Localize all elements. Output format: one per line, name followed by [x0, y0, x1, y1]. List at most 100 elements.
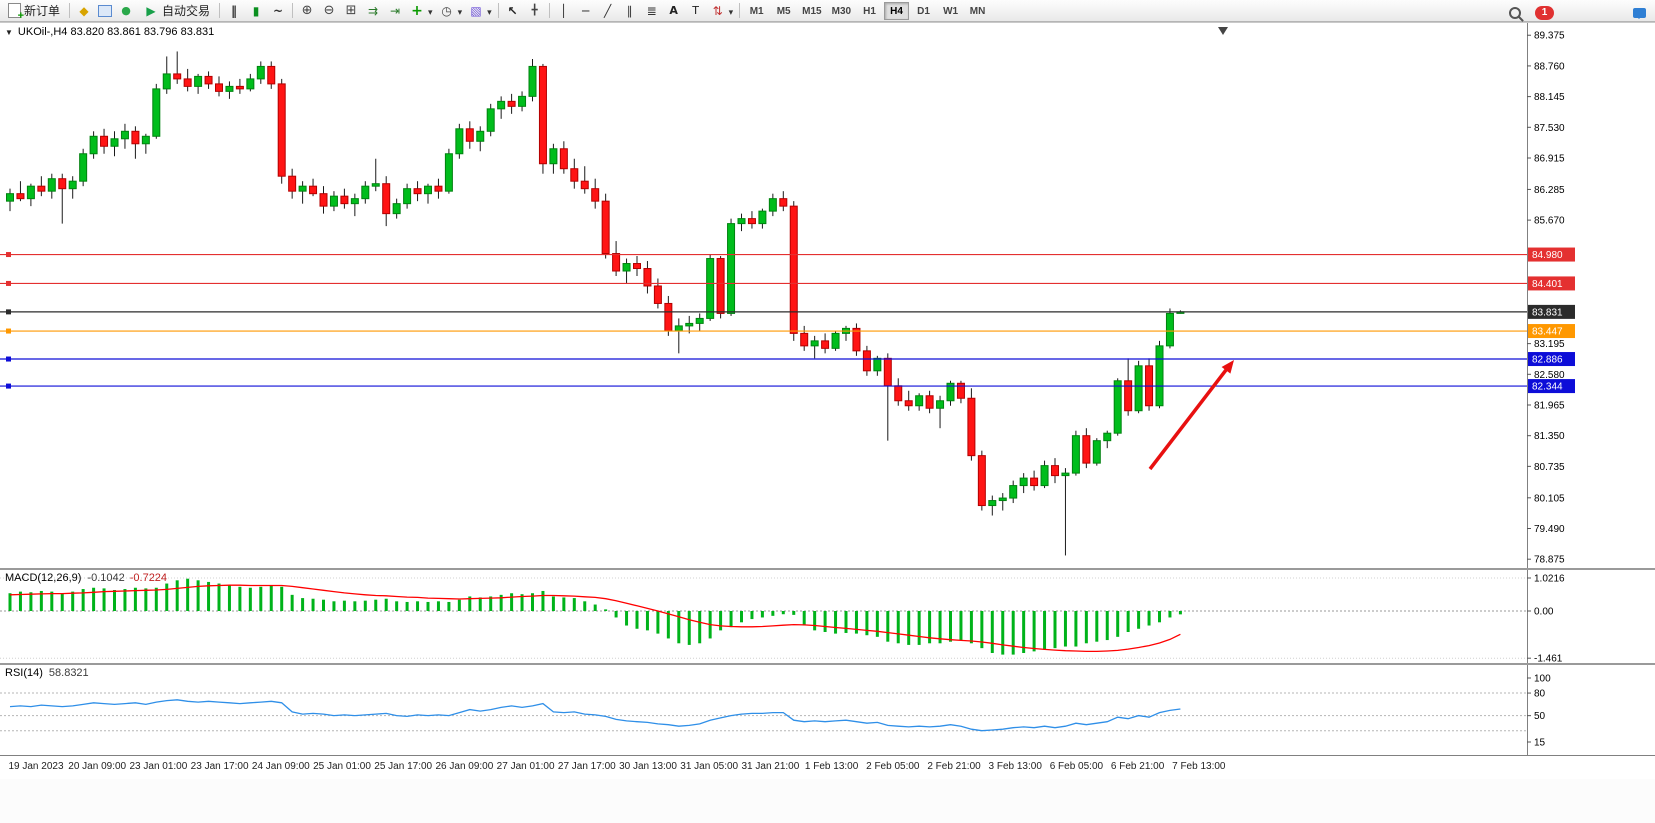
- cursor-icon: [505, 3, 521, 19]
- timeframe-d1[interactable]: D1: [911, 2, 936, 20]
- text-label-icon: [688, 3, 704, 19]
- zoom-in-icon: [299, 3, 315, 19]
- rsi-chart: 100 80 50 15: [0, 665, 1551, 755]
- new-chart-button[interactable]: [73, 1, 95, 21]
- time-axis-label: 6 Feb 21:00: [1110, 761, 1165, 772]
- chevron-down-icon: [428, 4, 433, 18]
- periods-button[interactable]: [436, 1, 466, 21]
- time-axis-label: 7 Feb 13:00: [1172, 761, 1226, 772]
- fibonacci-button[interactable]: [641, 1, 663, 21]
- auto-trading-icon: [143, 3, 159, 19]
- zoom-out-icon: [321, 3, 337, 19]
- timeframe-mn[interactable]: MN: [965, 2, 990, 20]
- svg-text:78.875: 78.875: [1534, 555, 1565, 566]
- auto-trading-button[interactable]: 自动交易: [137, 1, 216, 21]
- svg-text:15: 15: [1534, 738, 1546, 749]
- text-button[interactable]: [663, 1, 685, 21]
- candlestick-icon: [248, 3, 264, 19]
- bar-chart-icon: [226, 3, 242, 19]
- svg-text:89.375: 89.375: [1534, 31, 1565, 42]
- svg-text:82.344: 82.344: [1532, 382, 1563, 393]
- chart-shift-marker[interactable]: [1218, 27, 1228, 35]
- crosshair-button[interactable]: [524, 1, 546, 21]
- line-chart-button[interactable]: [267, 1, 289, 21]
- hline-handle[interactable]: [6, 356, 11, 362]
- macd-axis-labels: 1.0216 0.00 -1.461: [1527, 574, 1565, 663]
- toolbar-separator: [739, 3, 741, 18]
- timeframe-m1[interactable]: M1: [744, 2, 769, 20]
- navigator-button[interactable]: [115, 1, 137, 21]
- candlestick-chart-button[interactable]: [245, 1, 267, 21]
- notification-badge[interactable]: 1: [1535, 6, 1554, 20]
- chevron-down-icon: [458, 4, 463, 18]
- macd-histogram: [8, 578, 1182, 655]
- rsi-indicator-panel[interactable]: RSI(14) 58.8321 100 80 50 15: [0, 663, 1655, 755]
- trendline-button[interactable]: [597, 1, 619, 21]
- svg-text:83.447: 83.447: [1532, 327, 1563, 338]
- cursor-button[interactable]: [502, 1, 524, 21]
- one-click-trading-icon[interactable]: [5, 26, 13, 38]
- search-button[interactable]: [1505, 3, 1525, 23]
- rsi-label: RSI(14) 58.8321: [5, 667, 89, 679]
- time-axis-label: 20 Jan 09:00: [68, 761, 127, 772]
- timeframe-toolbar: M1 M5 M15 M30 H1 H4 D1 W1 MN: [743, 1, 991, 21]
- timeframe-h1[interactable]: H1: [857, 2, 882, 20]
- chart-ohlc-header: UKOil-,H4 83.820 83.861 83.796 83.831: [5, 26, 214, 38]
- macd-indicator-panel[interactable]: MACD(12,26,9) -0.1042 -0.7224 1.0216 0.00 -1…: [0, 568, 1655, 663]
- svg-text:88.760: 88.760: [1534, 61, 1565, 72]
- horizontal-line-button[interactable]: [575, 1, 597, 21]
- svg-text:81.965: 81.965: [1534, 400, 1565, 411]
- svg-text:80.735: 80.735: [1534, 462, 1565, 473]
- add-indicator-icon: [409, 3, 425, 19]
- arrows-icon: [710, 3, 726, 19]
- timeframe-m5[interactable]: M5: [771, 2, 796, 20]
- templates-button[interactable]: [465, 1, 495, 21]
- time-axis-label: 23 Jan 17:00: [190, 761, 249, 772]
- new-order-button[interactable]: 新订单: [2, 1, 66, 22]
- hline-handle[interactable]: [6, 328, 11, 334]
- hline-handle[interactable]: [6, 280, 11, 286]
- rsi-value: 58.8321: [48, 667, 89, 679]
- hline-handle[interactable]: [6, 383, 11, 389]
- svg-text:1.0216: 1.0216: [1534, 574, 1565, 585]
- chevron-down-icon: [487, 4, 492, 18]
- horizontal-line-objects[interactable]: 84.980 84.401 83.831 83.447 82.886 82.344: [0, 247, 1575, 394]
- vertical-line-button[interactable]: [553, 1, 575, 21]
- rsi-axis-labels: 100 80 50 15: [1527, 674, 1551, 749]
- time-axis[interactable]: 19 Jan 2023 20 Jan 09:00 23 Jan 01:00 23 Ja…: [0, 755, 1655, 779]
- timeframe-m15[interactable]: M15: [798, 2, 825, 20]
- timeframe-w1[interactable]: W1: [938, 2, 963, 20]
- main-chart-panel[interactable]: UKOil-,H4 83.820 83.861 83.796 83.831 89…: [0, 22, 1655, 568]
- svg-text:88.145: 88.145: [1534, 92, 1565, 103]
- zoom-in-button[interactable]: [296, 1, 318, 21]
- time-axis-label: 6 Feb 05:00: [1049, 761, 1104, 772]
- market-watch-button[interactable]: [95, 1, 115, 21]
- candlesticks: [6, 51, 1185, 556]
- new-order-label: 新订单: [24, 4, 61, 18]
- zoom-out-button[interactable]: [318, 1, 340, 21]
- search-icon: [1509, 7, 1521, 19]
- toolbar-separator: [69, 3, 71, 18]
- bar-chart-button[interactable]: [223, 1, 245, 21]
- candlestick-chart[interactable]: 89.375 88.760 88.145 87.530 86.915 86.285 85.6…: [0, 23, 1655, 568]
- text-label-button[interactable]: [685, 1, 707, 21]
- add-indicator-button[interactable]: [406, 1, 436, 21]
- hline-handle[interactable]: [6, 252, 11, 258]
- svg-text:100: 100: [1534, 674, 1551, 685]
- channel-icon: [622, 3, 638, 19]
- trend-arrow-annotation[interactable]: [1148, 360, 1234, 471]
- svg-text:83.195: 83.195: [1534, 339, 1565, 350]
- timeframe-h4[interactable]: H4: [884, 2, 910, 21]
- channel-button[interactable]: [619, 1, 641, 21]
- chat-button[interactable]: [1629, 3, 1649, 23]
- chart-shift-button[interactable]: [384, 1, 406, 21]
- auto-scroll-button[interactable]: [362, 1, 384, 21]
- arrows-button[interactable]: [707, 1, 737, 21]
- hline-handle[interactable]: [6, 309, 11, 315]
- price-badge: [1528, 379, 1575, 394]
- timeframe-m30[interactable]: M30: [828, 2, 855, 20]
- macd-title: MACD(12,26,9): [5, 572, 82, 584]
- rsi-line: [9, 699, 1181, 732]
- tile-windows-button[interactable]: [340, 1, 362, 21]
